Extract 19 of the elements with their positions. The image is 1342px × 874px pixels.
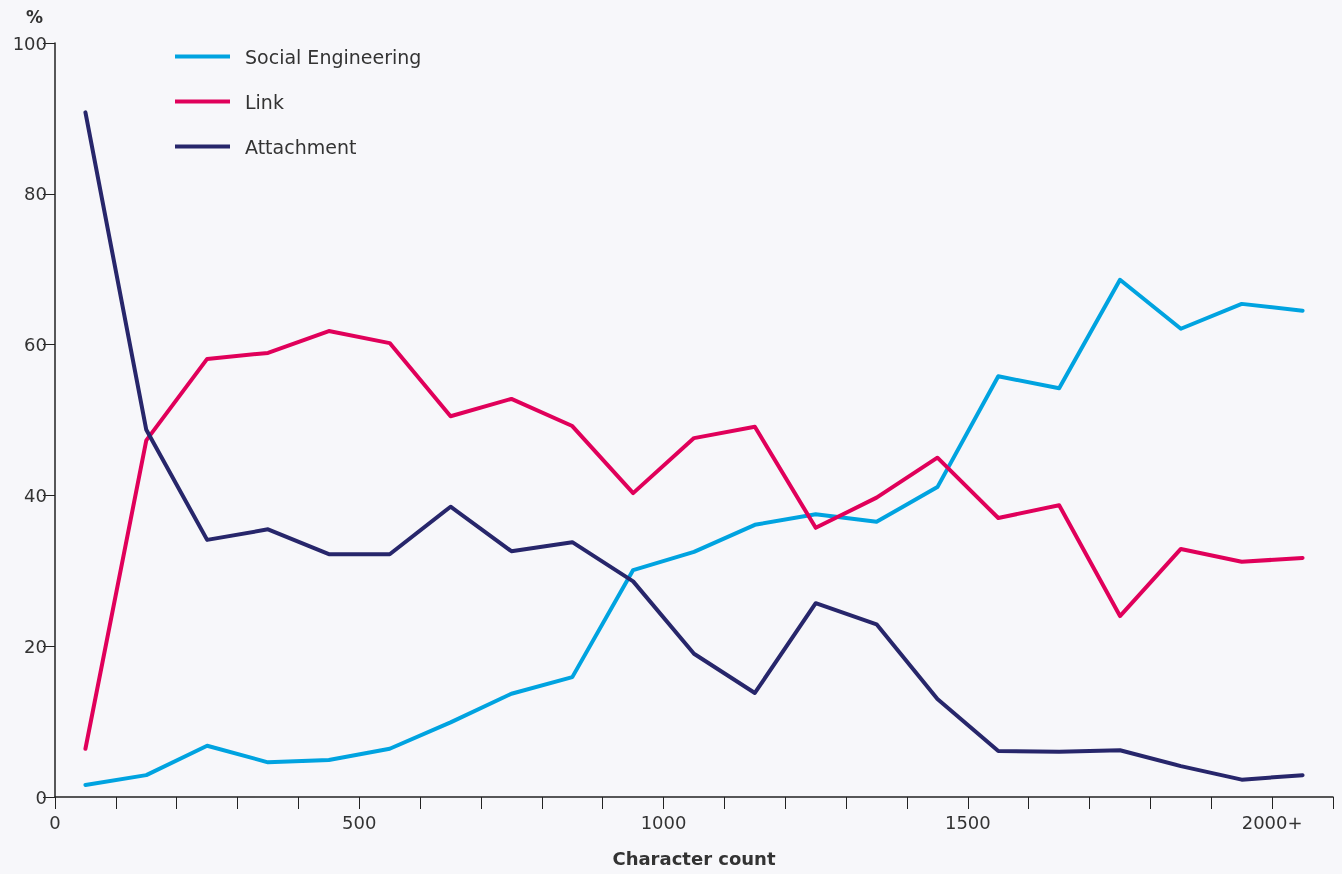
x-tick-label: 0 [49, 811, 61, 833]
y-tick-label: 80 [24, 183, 47, 205]
x-tick-label: 2000+ [1241, 811, 1303, 833]
y-tick-label: 0 [35, 786, 47, 808]
line-series [83, 277, 1305, 787]
legend-label: Link [245, 90, 284, 113]
line-series [83, 329, 1305, 751]
y-tick-label: 20 [24, 635, 47, 657]
legend-label: Social Engineering [245, 45, 422, 68]
y-tick-label: 100 [12, 32, 47, 54]
legend-label: Attachment [245, 135, 357, 158]
y-axis-title: % [25, 6, 43, 27]
x-axis-title: Character count [612, 847, 776, 869]
line-series [83, 110, 1305, 782]
x-tick-label: 1000 [640, 811, 687, 833]
x-tick-label: 1500 [944, 811, 991, 833]
y-tick-label: 40 [24, 484, 47, 506]
y-tick-label: 60 [24, 334, 47, 356]
x-tick-label: 500 [342, 811, 377, 833]
